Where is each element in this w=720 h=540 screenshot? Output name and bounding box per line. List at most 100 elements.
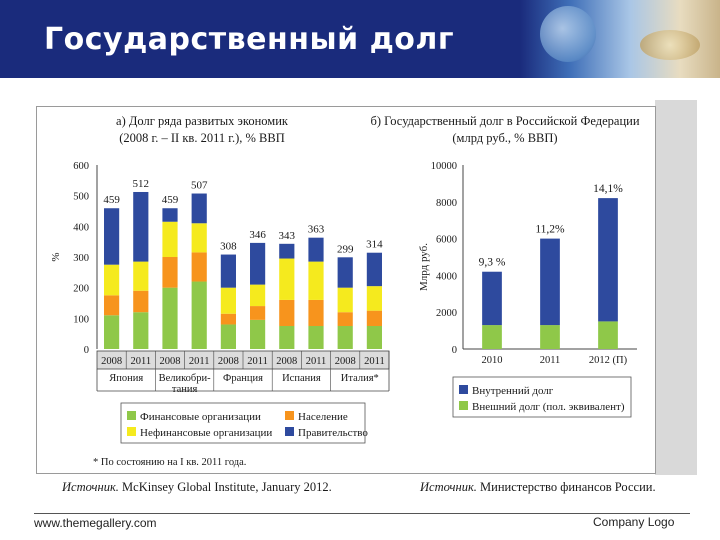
chart-a-bar-7-seg-2 <box>308 261 324 300</box>
chart-figure: а) Долг ряда развитых экономик (2008 г. –… <box>36 106 656 474</box>
chart-a-legend-swatch-1-0 <box>127 427 136 436</box>
chart-a-bar-9-seg-0 <box>366 326 382 349</box>
chart-a-ytick-2: 200 <box>73 284 89 295</box>
chart-a-legend-swatch-0-0 <box>127 411 136 420</box>
globe-icon <box>540 6 596 62</box>
chart-a-bar-2-seg-2 <box>162 221 178 257</box>
chart-a-year-label-2: 2008 <box>160 356 181 367</box>
chart-a-year-label-6: 2008 <box>276 356 297 367</box>
chart-a-total-label-9: 314 <box>366 239 383 251</box>
chart-b-ytick-1: 2000 <box>436 308 457 319</box>
chart-a-legend-label-1-1: Правительство <box>298 427 368 439</box>
chart-a-legend-label-1-0: Нефинансовые организации <box>140 427 272 439</box>
charts-svg: а) Долг ряда развитых экономик (2008 г. –… <box>50 114 640 468</box>
page-title: Государственный долг <box>44 22 455 57</box>
chart-a-bar-8-seg-0 <box>337 326 353 349</box>
chart-b-title-line-2: (млрд руб., % ВВП) <box>452 131 557 145</box>
chart-a-bar-4-seg-2 <box>220 287 236 314</box>
chart-a-bar-6-seg-1 <box>279 299 295 326</box>
chart-a-total-label-6: 343 <box>279 230 296 242</box>
chart-a-group-label-3-0: Испания <box>282 373 321 384</box>
chart-a-group-label-1-0: Великобри- <box>159 373 212 384</box>
chart-b-bar-2-seg-1 <box>598 198 618 322</box>
chart-a-bar-2-seg-0 <box>162 287 178 349</box>
chart-a-ytick-3: 300 <box>73 253 89 264</box>
chart-b-xtick-1: 2011 <box>540 355 561 366</box>
footer-logo-text: Company Logo <box>593 515 675 529</box>
chart-a-title-line-2: (2008 г. – II кв. 2011 г.), % ВВП <box>119 131 284 145</box>
footer-divider <box>34 513 690 514</box>
chart-a-bar-1-seg-2 <box>133 261 149 291</box>
chart-a-bar-5-seg-1 <box>250 306 266 320</box>
chart-a-bar-1-seg-3 <box>133 191 149 262</box>
chart-a-legend-box <box>120 402 366 444</box>
chart-a-total-label-1: 512 <box>133 178 150 190</box>
chart-a-total-label-8: 299 <box>337 243 354 255</box>
chart-a-ytick-5: 500 <box>73 192 89 203</box>
chart-a-bar-9-seg-3 <box>366 252 382 287</box>
chart-a-total-label-0: 459 <box>103 194 120 206</box>
coins-icon <box>640 30 700 60</box>
chart-a-bar-8-seg-3 <box>337 257 353 288</box>
chart-a-year-label-1: 2011 <box>130 356 151 367</box>
chart-a-bar-0-seg-1 <box>104 295 120 316</box>
header-decoration <box>520 0 720 78</box>
chart-a-legend-label-0-0: Финансовые организации <box>140 411 261 423</box>
chart-b-bar-0-seg-0 <box>482 325 502 349</box>
chart-a-year-label-7: 2011 <box>306 356 327 367</box>
chart-a-bar-5-seg-3 <box>250 242 266 285</box>
chart-b-annotation-0: 9,3 % <box>479 257 506 269</box>
chart-a-bar-6-seg-2 <box>279 258 295 300</box>
chart-a-bar-3-seg-2 <box>191 223 207 253</box>
chart-a-bar-4-seg-0 <box>220 324 236 349</box>
chart-a-bar-0-seg-0 <box>104 315 120 349</box>
chart-a-legend-label-0-1: Население <box>298 411 348 423</box>
chart-b-annotation-2: 14,1% <box>593 183 623 195</box>
slide-header: Государственный долг <box>0 0 720 78</box>
chart-a-bar-0-seg-2 <box>104 264 120 296</box>
source-right-text: Министерство финансов России. <box>480 480 656 494</box>
chart-a-year-label-4: 2008 <box>218 356 239 367</box>
source-right-label: Источник. <box>420 480 477 494</box>
chart-a-total-label-3: 507 <box>191 180 208 192</box>
chart-b-title-line-1: б) Государственный долг в Российской Фед… <box>370 114 639 128</box>
chart-a-bar-5-seg-0 <box>250 319 266 349</box>
chart-b-xtick-0: 2010 <box>482 355 503 366</box>
chart-a-bar-8-seg-2 <box>337 287 353 313</box>
chart-b-legend-swatch-0 <box>459 385 468 394</box>
chart-a-year-label-3: 2011 <box>189 356 210 367</box>
footer-website: www.themegallery.com <box>34 516 157 530</box>
chart-a-total-label-7: 363 <box>308 224 325 236</box>
chart-a-ytick-1: 100 <box>73 314 89 325</box>
chart-b-legend-swatch-1 <box>459 401 468 410</box>
chart-a-bar-5-seg-2 <box>250 284 266 307</box>
chart-b-legend-label-0: Внутренний долг <box>472 385 554 397</box>
chart-a-group-label-1-1: тания <box>172 384 198 395</box>
chart-b-ytick-2: 4000 <box>436 271 457 282</box>
chart-b-bar-1-seg-0 <box>540 325 560 349</box>
chart-a-title-line-1: а) Долг ряда развитых экономик <box>116 114 289 128</box>
chart-a-ytick-6: 600 <box>73 161 89 172</box>
chart-a-total-label-4: 308 <box>220 241 237 253</box>
chart-a-year-label-9: 2011 <box>364 356 385 367</box>
source-left-label: Источник. <box>62 480 119 494</box>
chart-b-ytick-0: 0 <box>452 345 457 356</box>
chart-a-year-label-8: 2008 <box>335 356 356 367</box>
chart-b-ylabel: Млрд руб. <box>418 243 430 291</box>
chart-b-ytick-5: 10000 <box>431 161 457 172</box>
chart-a-bar-7-seg-3 <box>308 237 324 262</box>
chart-a-bar-3-seg-0 <box>191 281 207 349</box>
chart-b-annotation-1: 11,2% <box>535 224 565 236</box>
side-shadow <box>655 100 697 475</box>
chart-a-legend-swatch-1-1 <box>285 427 294 436</box>
chart-b-legend-box <box>452 376 632 418</box>
chart-a-footnote: * По состоянию на I кв. 2011 года. <box>93 457 246 468</box>
chart-a-ytick-4: 400 <box>73 222 89 233</box>
chart-b-bar-0-seg-1 <box>482 271 502 326</box>
chart-a-bar-1-seg-1 <box>133 290 149 313</box>
chart-a-bar-9-seg-2 <box>366 286 382 311</box>
chart-a-bar-6-seg-0 <box>279 326 295 349</box>
chart-a-group-label-4-0: Италия* <box>341 373 379 384</box>
source-left-text: McKinsey Global Institute, January 2012. <box>122 480 332 494</box>
chart-a-year-label-0: 2008 <box>101 356 122 367</box>
